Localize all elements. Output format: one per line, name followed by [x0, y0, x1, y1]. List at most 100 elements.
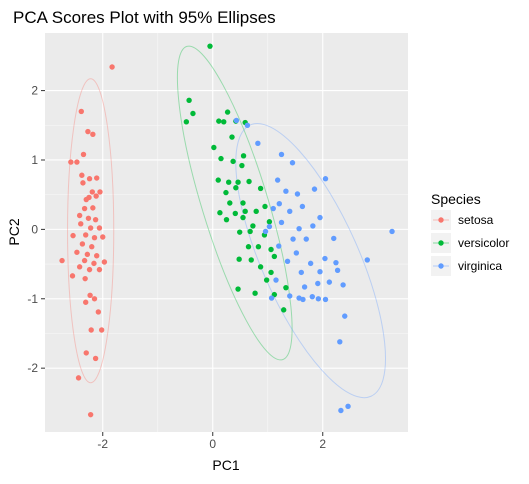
major-grid [45, 33, 408, 432]
y-tick-label: 0 [31, 222, 38, 236]
setosa-point [100, 234, 106, 240]
setosa-point [84, 251, 91, 258]
versicolor-point [211, 144, 217, 151]
legend-label-versicolor: versicolor [458, 236, 509, 250]
setosa-point [80, 151, 87, 158]
versicolor-point [239, 162, 245, 169]
versicolor-point [250, 223, 256, 229]
versicolor-point [218, 155, 224, 162]
virginica-point [301, 284, 308, 290]
versicolor-ellipse [176, 45, 293, 361]
setosa-ellipse [67, 78, 115, 384]
virginica-point [298, 269, 304, 276]
legend-point-setosa [438, 217, 444, 223]
virginica-point [310, 223, 316, 229]
x-tick-label: 0 [209, 437, 216, 451]
legend-label-virginica: virginica [458, 259, 502, 273]
virginica-point [268, 295, 275, 301]
virginica-point [273, 277, 279, 283]
virginica-point [342, 313, 348, 319]
setosa-point [82, 275, 88, 282]
virginica-point [262, 228, 269, 235]
virginica-point [276, 201, 282, 207]
virginica-point [284, 258, 291, 264]
y-tick-label: -2 [27, 361, 38, 375]
setosa-point [91, 235, 98, 241]
y-tick-label: 1 [31, 153, 38, 167]
setosa-point [91, 260, 97, 267]
setosa-point [75, 375, 82, 381]
versicolor-point [207, 43, 213, 49]
setosa-point [85, 215, 92, 221]
setosa-point [83, 299, 89, 305]
versicolor-point [223, 189, 229, 196]
versicolor-point [281, 307, 287, 313]
versicolor-point [268, 246, 274, 253]
x-tick-label: -2 [97, 437, 108, 451]
setosa-point [86, 194, 92, 201]
versicolor-point [252, 290, 258, 296]
setosa-point [68, 159, 74, 165]
versicolor-point [224, 109, 231, 115]
x-tick-label: 2 [319, 437, 326, 451]
virginica-point [283, 188, 289, 194]
setosa-point [79, 172, 85, 178]
virginica-point [311, 186, 318, 192]
x-axis-label: PC1 [212, 457, 239, 473]
setosa-point [79, 241, 86, 247]
versicolor-point [190, 110, 196, 117]
setosa-point [109, 64, 115, 70]
setosa-point [81, 205, 88, 212]
versicolor-point [237, 229, 243, 235]
virginica-point [294, 191, 301, 197]
versicolor-point [233, 185, 239, 191]
virginica-point [278, 219, 285, 226]
setosa-point [97, 189, 103, 195]
versicolor-point [246, 178, 252, 185]
virginica-point [317, 214, 323, 221]
virginica-point [331, 235, 337, 242]
setosa-point [80, 180, 86, 186]
virginica-point [315, 280, 321, 287]
versicolor-point [247, 228, 253, 235]
versicolor-point [242, 208, 248, 215]
virginica-point [340, 282, 346, 288]
versicolor-point [253, 208, 259, 215]
virginica-point [334, 267, 341, 274]
legend-label-setosa: setosa [458, 213, 494, 227]
versicolor-point [257, 264, 264, 270]
versicolor-point [229, 134, 235, 140]
versicolor-point [217, 210, 223, 216]
virginica-point [326, 279, 333, 285]
setosa-point [76, 212, 83, 219]
versicolor-point [183, 119, 190, 125]
setosa-point [90, 131, 96, 138]
y-axis-label: PC2 [6, 218, 22, 245]
setosa-point [89, 244, 95, 250]
virginica-point [274, 177, 281, 183]
versicolor-point [186, 97, 192, 104]
setosa-point [78, 221, 84, 227]
setosa-point [87, 292, 93, 298]
virginica-point [244, 122, 251, 128]
data-points [59, 43, 395, 418]
legend-point-versicolor [438, 240, 444, 246]
setosa-point [74, 159, 80, 165]
setosa-point [69, 273, 76, 279]
setosa-point [94, 253, 100, 259]
setosa-point [95, 309, 102, 315]
versicolor-point [235, 179, 241, 185]
setosa-point [83, 232, 89, 238]
versicolor-point [262, 203, 268, 210]
virginica-point [276, 243, 282, 249]
virginica-point [303, 236, 309, 242]
virginica-point [287, 293, 293, 299]
virginica-point [338, 407, 344, 414]
virginica-point [296, 295, 302, 301]
setosa-point [91, 296, 98, 302]
virginica-point [293, 250, 300, 256]
versicolor-point [223, 216, 230, 223]
virginica-point [289, 160, 296, 166]
virginica-point [233, 117, 240, 124]
